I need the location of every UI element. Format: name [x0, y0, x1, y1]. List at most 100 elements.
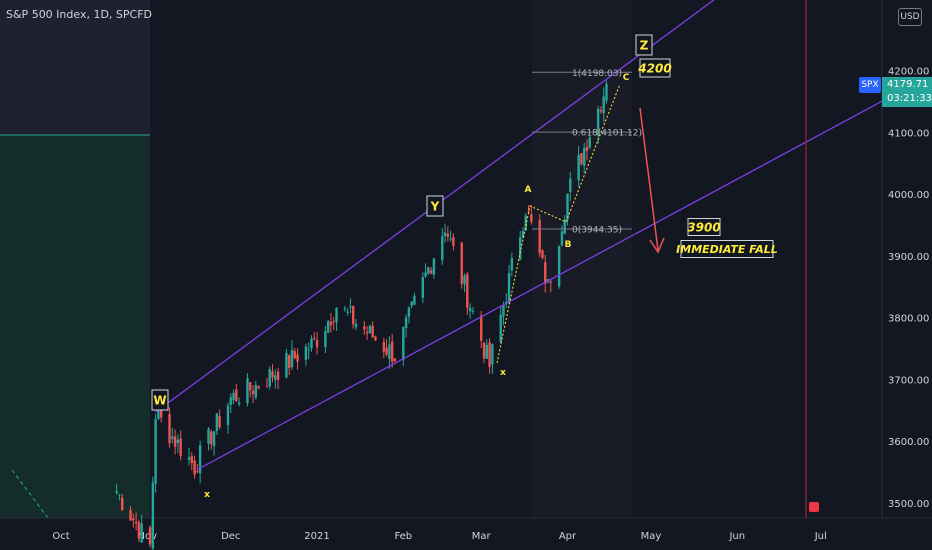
candle — [563, 219, 566, 234]
candle — [499, 314, 502, 342]
candle — [466, 273, 469, 308]
candle — [605, 83, 608, 101]
y-tick-label-0: 3500.00 — [888, 499, 929, 510]
candle — [148, 527, 152, 545]
candle — [134, 521, 138, 524]
y-tick-label-1: 3600.00 — [888, 437, 929, 448]
candle — [521, 230, 525, 238]
wave-label-2: Y — [430, 199, 440, 213]
candle — [132, 518, 135, 521]
wave-label-box-9 — [687, 218, 721, 236]
candle — [210, 431, 213, 445]
candle — [232, 392, 235, 401]
x-tick-label-4: Feb — [394, 531, 412, 542]
y-tick-label-2: 3700.00 — [888, 375, 929, 386]
fib-range-highlight — [532, 0, 632, 518]
candle — [315, 340, 319, 348]
candle — [237, 402, 241, 405]
candle — [293, 351, 296, 359]
last-price-tag: 4179.71 03:21:33 — [882, 77, 932, 107]
currency-button[interactable]: USD — [898, 8, 922, 26]
wave-label-box-8 — [639, 58, 671, 78]
candle — [265, 386, 269, 388]
fib-level-label-0: 1(4198.03) — [572, 69, 622, 79]
candle — [441, 236, 444, 261]
candle — [346, 311, 349, 313]
candle — [538, 220, 541, 254]
candle — [602, 96, 605, 114]
candle — [196, 471, 199, 473]
candle — [390, 341, 394, 362]
candle — [115, 491, 118, 494]
candle — [159, 407, 163, 418]
candle — [382, 341, 386, 352]
candle — [257, 385, 260, 389]
fib-level-label-2: 0(3944.35) — [572, 225, 622, 235]
candle — [326, 320, 330, 333]
candle — [471, 311, 475, 313]
candle — [365, 331, 369, 334]
candle — [329, 321, 333, 326]
candle — [374, 336, 377, 341]
candle — [251, 390, 255, 395]
candle — [193, 460, 196, 475]
candle — [388, 344, 391, 359]
candle — [446, 233, 450, 237]
x-tick-label-7: May — [641, 531, 662, 542]
candle — [371, 325, 374, 338]
candle — [596, 108, 600, 136]
wave-label-box-2 — [426, 195, 444, 217]
candle — [577, 154, 580, 181]
wave-label-6: C — [623, 73, 630, 83]
candle — [354, 323, 358, 328]
candle — [246, 378, 249, 404]
shaded-region-bottom — [0, 135, 150, 518]
candle — [343, 308, 347, 310]
candle — [335, 307, 338, 323]
candle — [502, 305, 505, 317]
candle — [296, 354, 299, 362]
candle — [235, 389, 238, 402]
y-tick-label-3: 3800.00 — [888, 314, 929, 325]
x-tick-label-2: Dec — [221, 531, 240, 542]
candle — [443, 232, 447, 237]
wave-label-3: x — [500, 368, 506, 378]
candle — [313, 338, 316, 340]
candle — [229, 397, 232, 405]
candle — [288, 355, 291, 368]
candle — [585, 147, 589, 151]
candle — [154, 419, 157, 484]
candle — [449, 238, 452, 240]
candle — [407, 307, 411, 317]
candle — [530, 214, 533, 223]
candle — [137, 522, 141, 539]
wave-label-box-7 — [635, 34, 653, 56]
forecast-arrow-head — [649, 237, 665, 254]
wave-label-10: IMMEDIATE FALL — [676, 243, 778, 256]
candle — [310, 338, 313, 349]
candle — [544, 262, 547, 284]
candle — [212, 431, 216, 447]
last-price-symbol-tag: SPX — [859, 77, 881, 93]
candle — [215, 413, 219, 432]
candle — [249, 382, 252, 391]
candle — [290, 349, 294, 368]
candle — [404, 317, 408, 329]
candle — [307, 349, 310, 351]
candle — [218, 416, 221, 428]
candle — [226, 405, 230, 425]
candle — [569, 178, 572, 192]
dashed-guide — [11, 469, 49, 519]
fib-level-label-1: 0.618(4101.12) — [572, 129, 642, 139]
x-tick-label-9: Jul — [814, 531, 827, 542]
candle — [173, 436, 177, 447]
candle — [187, 457, 191, 460]
candle — [171, 436, 174, 440]
candle — [285, 352, 288, 378]
candle — [274, 375, 277, 380]
candle — [424, 272, 427, 277]
x-tick-label-5: Mar — [472, 531, 492, 542]
lower-trendline — [197, 100, 883, 471]
y-tick-label-7: 4200.00 — [888, 67, 929, 78]
